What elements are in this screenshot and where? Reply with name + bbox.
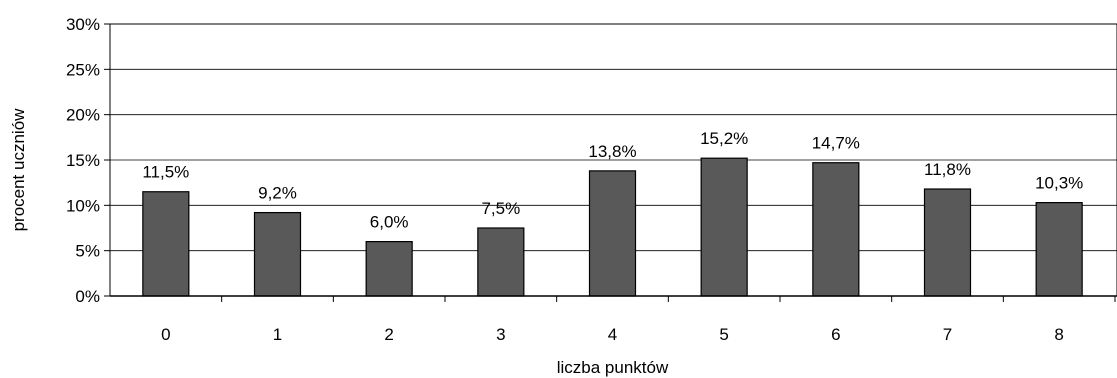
bar-3: [477, 227, 525, 297]
y-tick-label: 0%: [75, 287, 100, 306]
y-tick-label: 20%: [66, 106, 100, 125]
data-label: 9,2%: [258, 184, 297, 203]
x-tick-label: 3: [496, 325, 505, 344]
x-tick-label: 7: [943, 325, 952, 344]
bar-6: [812, 162, 860, 297]
data-label: 15,2%: [700, 129, 748, 148]
bar-7: [923, 188, 972, 297]
bar-1: [253, 211, 302, 297]
y-tick-label: 10%: [66, 196, 100, 215]
bar-4: [588, 170, 637, 297]
data-label: 11,5%: [142, 163, 189, 182]
x-tick-label: 2: [384, 325, 393, 344]
x-tick-label: 5: [719, 325, 728, 344]
axis-ticks: [104, 23, 1117, 302]
data-label: 14,7%: [812, 134, 860, 153]
x-tick-label: 4: [608, 325, 617, 344]
data-labels: 11,5% 9,2% 6,0% 7,5% 13,8% 15,2% 14,7% 11,8% 10,…: [142, 129, 1083, 231]
y-tick-labels: 0% 5% 10% 15% 20% 25% 30%: [66, 15, 100, 306]
data-label: 6,0%: [370, 213, 409, 232]
bars: [142, 157, 1083, 297]
x-tick-label: 8: [1054, 325, 1063, 344]
x-axis-title: liczba punktów: [557, 358, 669, 377]
bar-0: [142, 191, 190, 297]
y-tick-label: 5%: [75, 242, 100, 261]
x-tick-labels: 0 1 2 3 4 5 6 7 8: [161, 325, 1064, 344]
bar-2: [365, 241, 413, 297]
bar-8: [1035, 202, 1083, 297]
y-tick-label: 25%: [66, 60, 100, 79]
data-label: 7,5%: [481, 199, 520, 218]
x-tick-label: 1: [273, 325, 282, 344]
data-label: 10,3%: [1035, 174, 1083, 193]
bar-5: [700, 157, 748, 297]
data-label: 13,8%: [588, 142, 636, 161]
x-tick-label: 6: [831, 325, 840, 344]
y-tick-label: 15%: [66, 151, 100, 170]
y-tick-label: 30%: [66, 15, 100, 34]
data-label: 11,8%: [924, 160, 971, 179]
y-axis-title: procent uczniów: [9, 108, 28, 232]
x-tick-label: 0: [161, 325, 170, 344]
